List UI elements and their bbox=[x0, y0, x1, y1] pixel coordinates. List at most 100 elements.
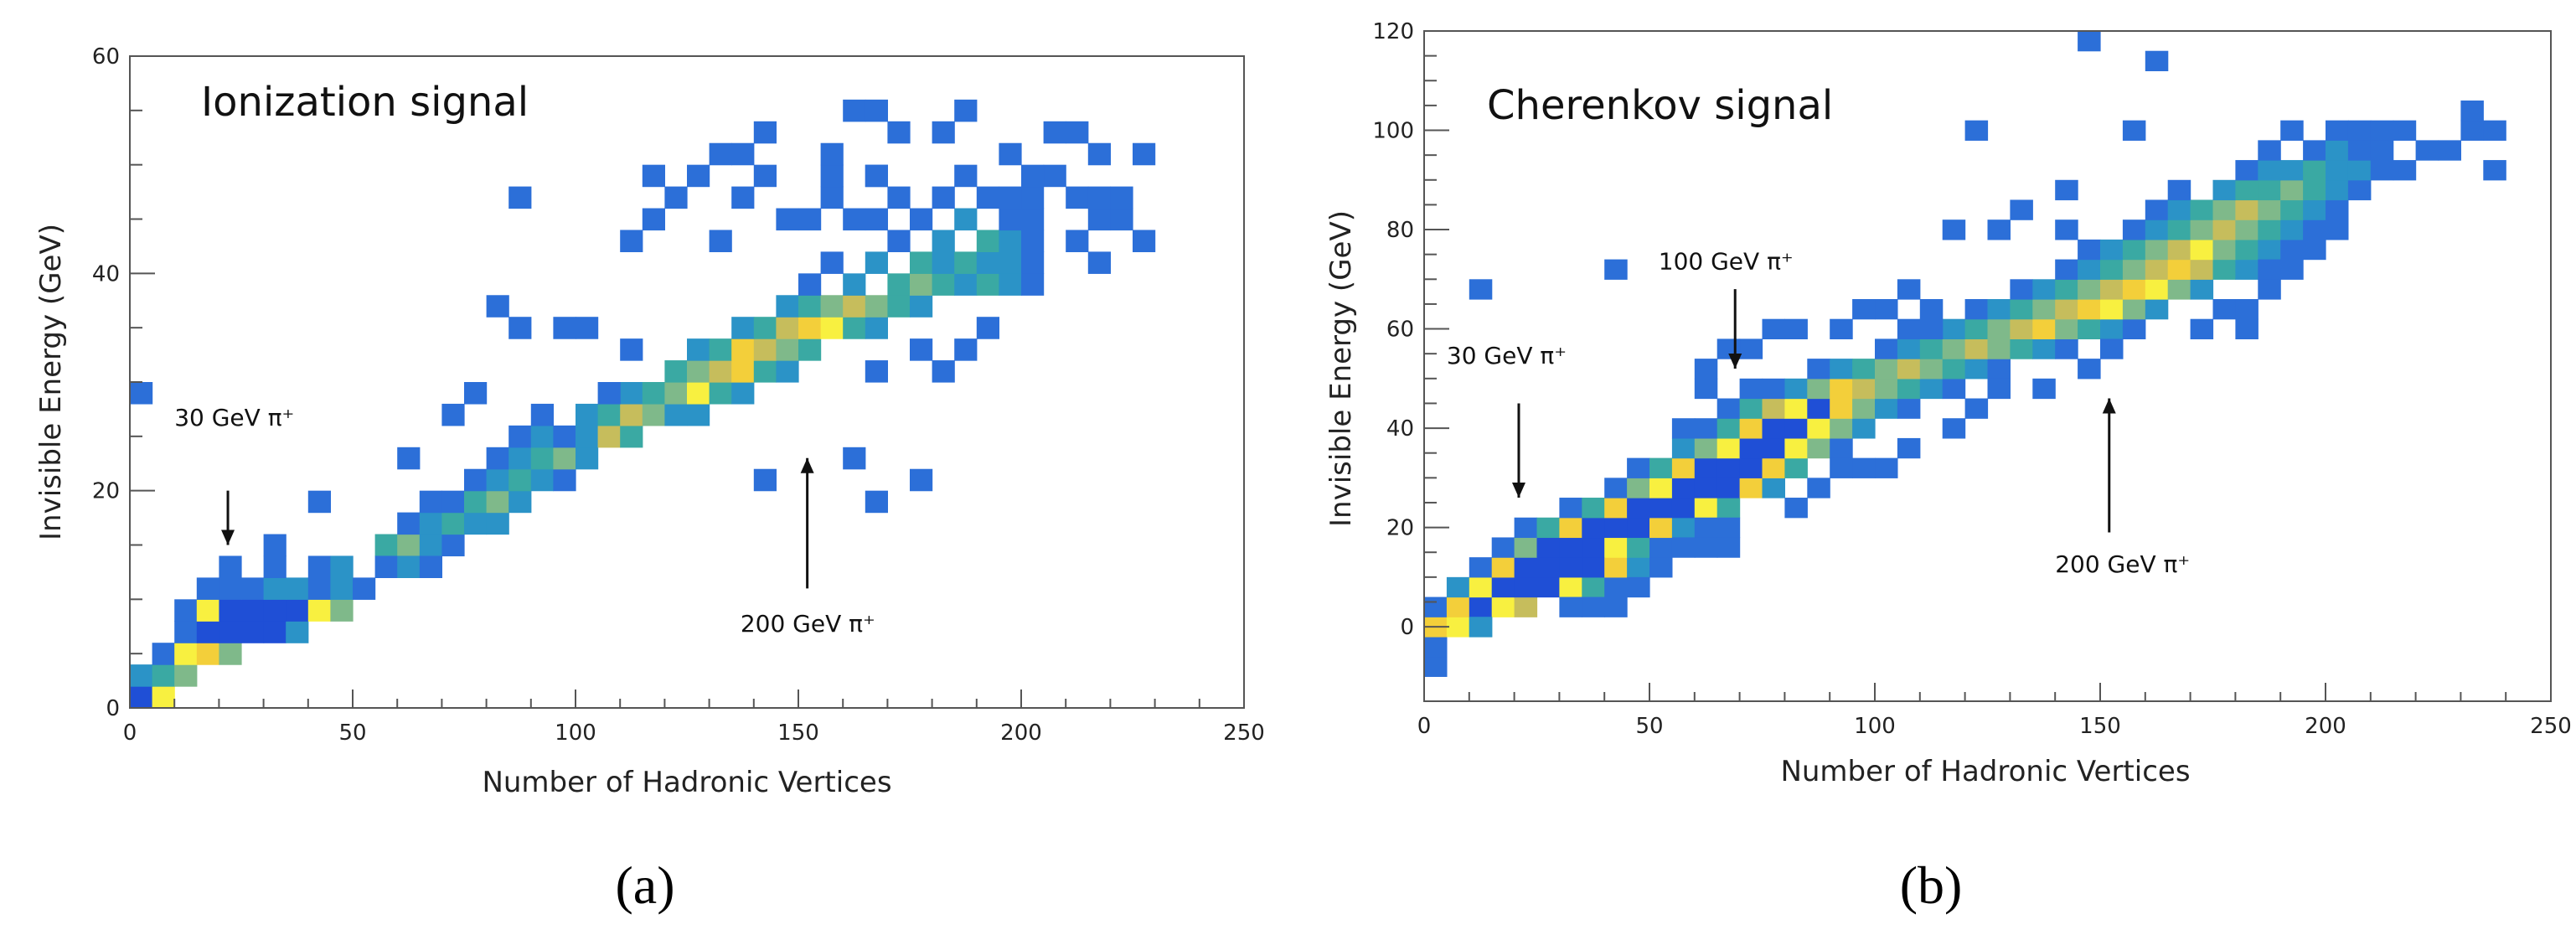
annotation-label: 100 GeV π⁺ bbox=[1659, 247, 1794, 275]
heatmap-cell bbox=[865, 295, 888, 318]
heatmap-cell bbox=[1964, 398, 1989, 419]
heatmap-cell bbox=[130, 664, 153, 687]
heatmap-cell bbox=[508, 447, 532, 470]
heatmap-cell bbox=[1627, 557, 1650, 578]
heatmap-cell bbox=[865, 360, 888, 383]
heatmap-cell bbox=[263, 621, 287, 643]
heatmap-cell bbox=[1739, 418, 1763, 439]
heatmap-cell bbox=[1694, 418, 1718, 439]
heatmap-cell bbox=[196, 599, 219, 622]
axis-ticks-b: 0 50 100 150 200 250 0 20 40 60 80 100 120 bbox=[1372, 19, 2571, 739]
heatmap-cell bbox=[865, 208, 888, 231]
heatmap-cell bbox=[954, 273, 978, 296]
heatmap-cell bbox=[2167, 220, 2191, 240]
heatmap-cell bbox=[2010, 318, 2033, 340]
heatmap-cell bbox=[753, 121, 777, 144]
panel-label-b: (b) bbox=[1900, 855, 1963, 915]
heatmap-cell bbox=[2326, 160, 2349, 181]
heatmap-cell bbox=[1021, 251, 1045, 274]
heatmap-cell bbox=[1964, 318, 1989, 340]
heatmap-cell bbox=[798, 273, 822, 296]
heatmap-cell bbox=[843, 99, 866, 122]
heatmap-cell bbox=[2212, 199, 2236, 220]
axis-ticks-a: 0 50 100 150 200 250 0 20 40 60 bbox=[92, 44, 1265, 746]
heatmap-cell bbox=[597, 382, 621, 405]
heatmap-cell bbox=[932, 251, 955, 274]
y-tick-label: 100 bbox=[1372, 119, 1414, 144]
panel-a-ionization: 0 50 100 150 200 250 0 20 40 60 Ionization signal… bbox=[34, 44, 1265, 915]
heatmap-cell bbox=[1942, 318, 1966, 340]
heatmap-cell bbox=[954, 338, 978, 361]
heatmap-cell bbox=[843, 273, 866, 296]
heatmap-cell bbox=[1942, 359, 1966, 380]
heatmap-cell bbox=[910, 208, 933, 231]
heatmap-cell bbox=[1807, 418, 1830, 439]
heatmap-cell bbox=[2032, 378, 2056, 400]
heatmap-cell bbox=[1919, 299, 1944, 320]
heatmap-cell bbox=[798, 208, 822, 231]
heatmap-cell bbox=[1852, 359, 1876, 380]
heatmap-cell bbox=[1807, 378, 1830, 400]
heatmap-cell bbox=[2190, 220, 2214, 240]
heatmap-cell bbox=[1649, 557, 1673, 578]
heatmap-cell bbox=[307, 577, 331, 600]
annotation-label: 30 GeV π⁺ bbox=[174, 404, 294, 431]
heatmap-cell bbox=[464, 382, 488, 405]
y-axis-title-a: Invisible Energy (GeV) bbox=[34, 224, 68, 540]
heatmap-cell bbox=[843, 317, 866, 339]
heatmap-cell bbox=[999, 230, 1022, 252]
heatmap-cell bbox=[1110, 186, 1133, 209]
heatmap-cell bbox=[2055, 259, 2078, 280]
heatmap-cell bbox=[1762, 398, 1785, 419]
annotation-arrowhead bbox=[221, 529, 235, 545]
heatmap-cell bbox=[174, 643, 198, 665]
heatmap-cell bbox=[1021, 186, 1045, 209]
heatmap-cell bbox=[776, 208, 799, 231]
heatmap-cell bbox=[576, 403, 599, 426]
heatmap-cell bbox=[2145, 199, 2169, 220]
heatmap-cell bbox=[130, 382, 153, 405]
heatmap-cell bbox=[1469, 617, 1493, 638]
heatmap-cell bbox=[1739, 378, 1763, 400]
heatmap-cell bbox=[1627, 517, 1650, 539]
heatmap-cell bbox=[241, 621, 265, 643]
heatmap-cell bbox=[1514, 597, 1538, 617]
heatmap-cell bbox=[2303, 179, 2326, 201]
heatmap-cell bbox=[887, 186, 911, 209]
x-tick-label: 50 bbox=[338, 720, 366, 746]
heatmap-cell bbox=[1066, 186, 1089, 209]
heatmap-cell bbox=[1133, 230, 1156, 252]
heatmap-cell bbox=[1043, 121, 1066, 144]
heatmap-cell bbox=[2055, 279, 2078, 300]
panel-b-cherenkov: 0 50 100 150 200 250 0 20 40 60 80 100 120 Cherenkov… bbox=[1324, 19, 2572, 915]
heatmap-cell bbox=[1852, 378, 1876, 400]
heatmap-cell bbox=[1784, 457, 1808, 478]
heatmap-cell bbox=[1066, 230, 1089, 252]
heatmap-cell bbox=[753, 164, 777, 188]
heatmap-cell bbox=[553, 468, 576, 492]
heatmap-cell bbox=[954, 99, 978, 122]
heatmap-cell bbox=[1536, 517, 1560, 539]
heatmap-cell bbox=[1830, 398, 1853, 419]
heatmap-cell bbox=[2122, 318, 2146, 340]
heatmap-cell bbox=[1852, 398, 1876, 419]
heatmap-cell bbox=[1739, 478, 1763, 498]
heatmap-cell bbox=[174, 621, 198, 643]
heatmap-cell bbox=[1649, 498, 1673, 519]
heatmap-cell bbox=[1559, 576, 1582, 598]
heatmap-cell bbox=[664, 382, 688, 405]
heatmap-cell bbox=[374, 534, 398, 557]
heatmap-cell bbox=[397, 447, 421, 470]
heatmap-cell bbox=[2326, 199, 2349, 220]
heatmap-cell bbox=[1671, 498, 1696, 519]
heatmap-cell bbox=[1807, 478, 1830, 498]
heatmap-cell bbox=[1807, 437, 1830, 459]
heatmap-cell bbox=[330, 599, 354, 622]
heatmap-cell bbox=[1694, 498, 1718, 519]
heatmap-cell bbox=[576, 317, 599, 339]
heatmap-cell bbox=[2280, 199, 2304, 220]
heatmap-cells-a bbox=[130, 99, 1156, 709]
heatmap-cell bbox=[2370, 140, 2394, 161]
heatmap-cell bbox=[1762, 378, 1785, 400]
heatmap-cell bbox=[820, 317, 844, 339]
